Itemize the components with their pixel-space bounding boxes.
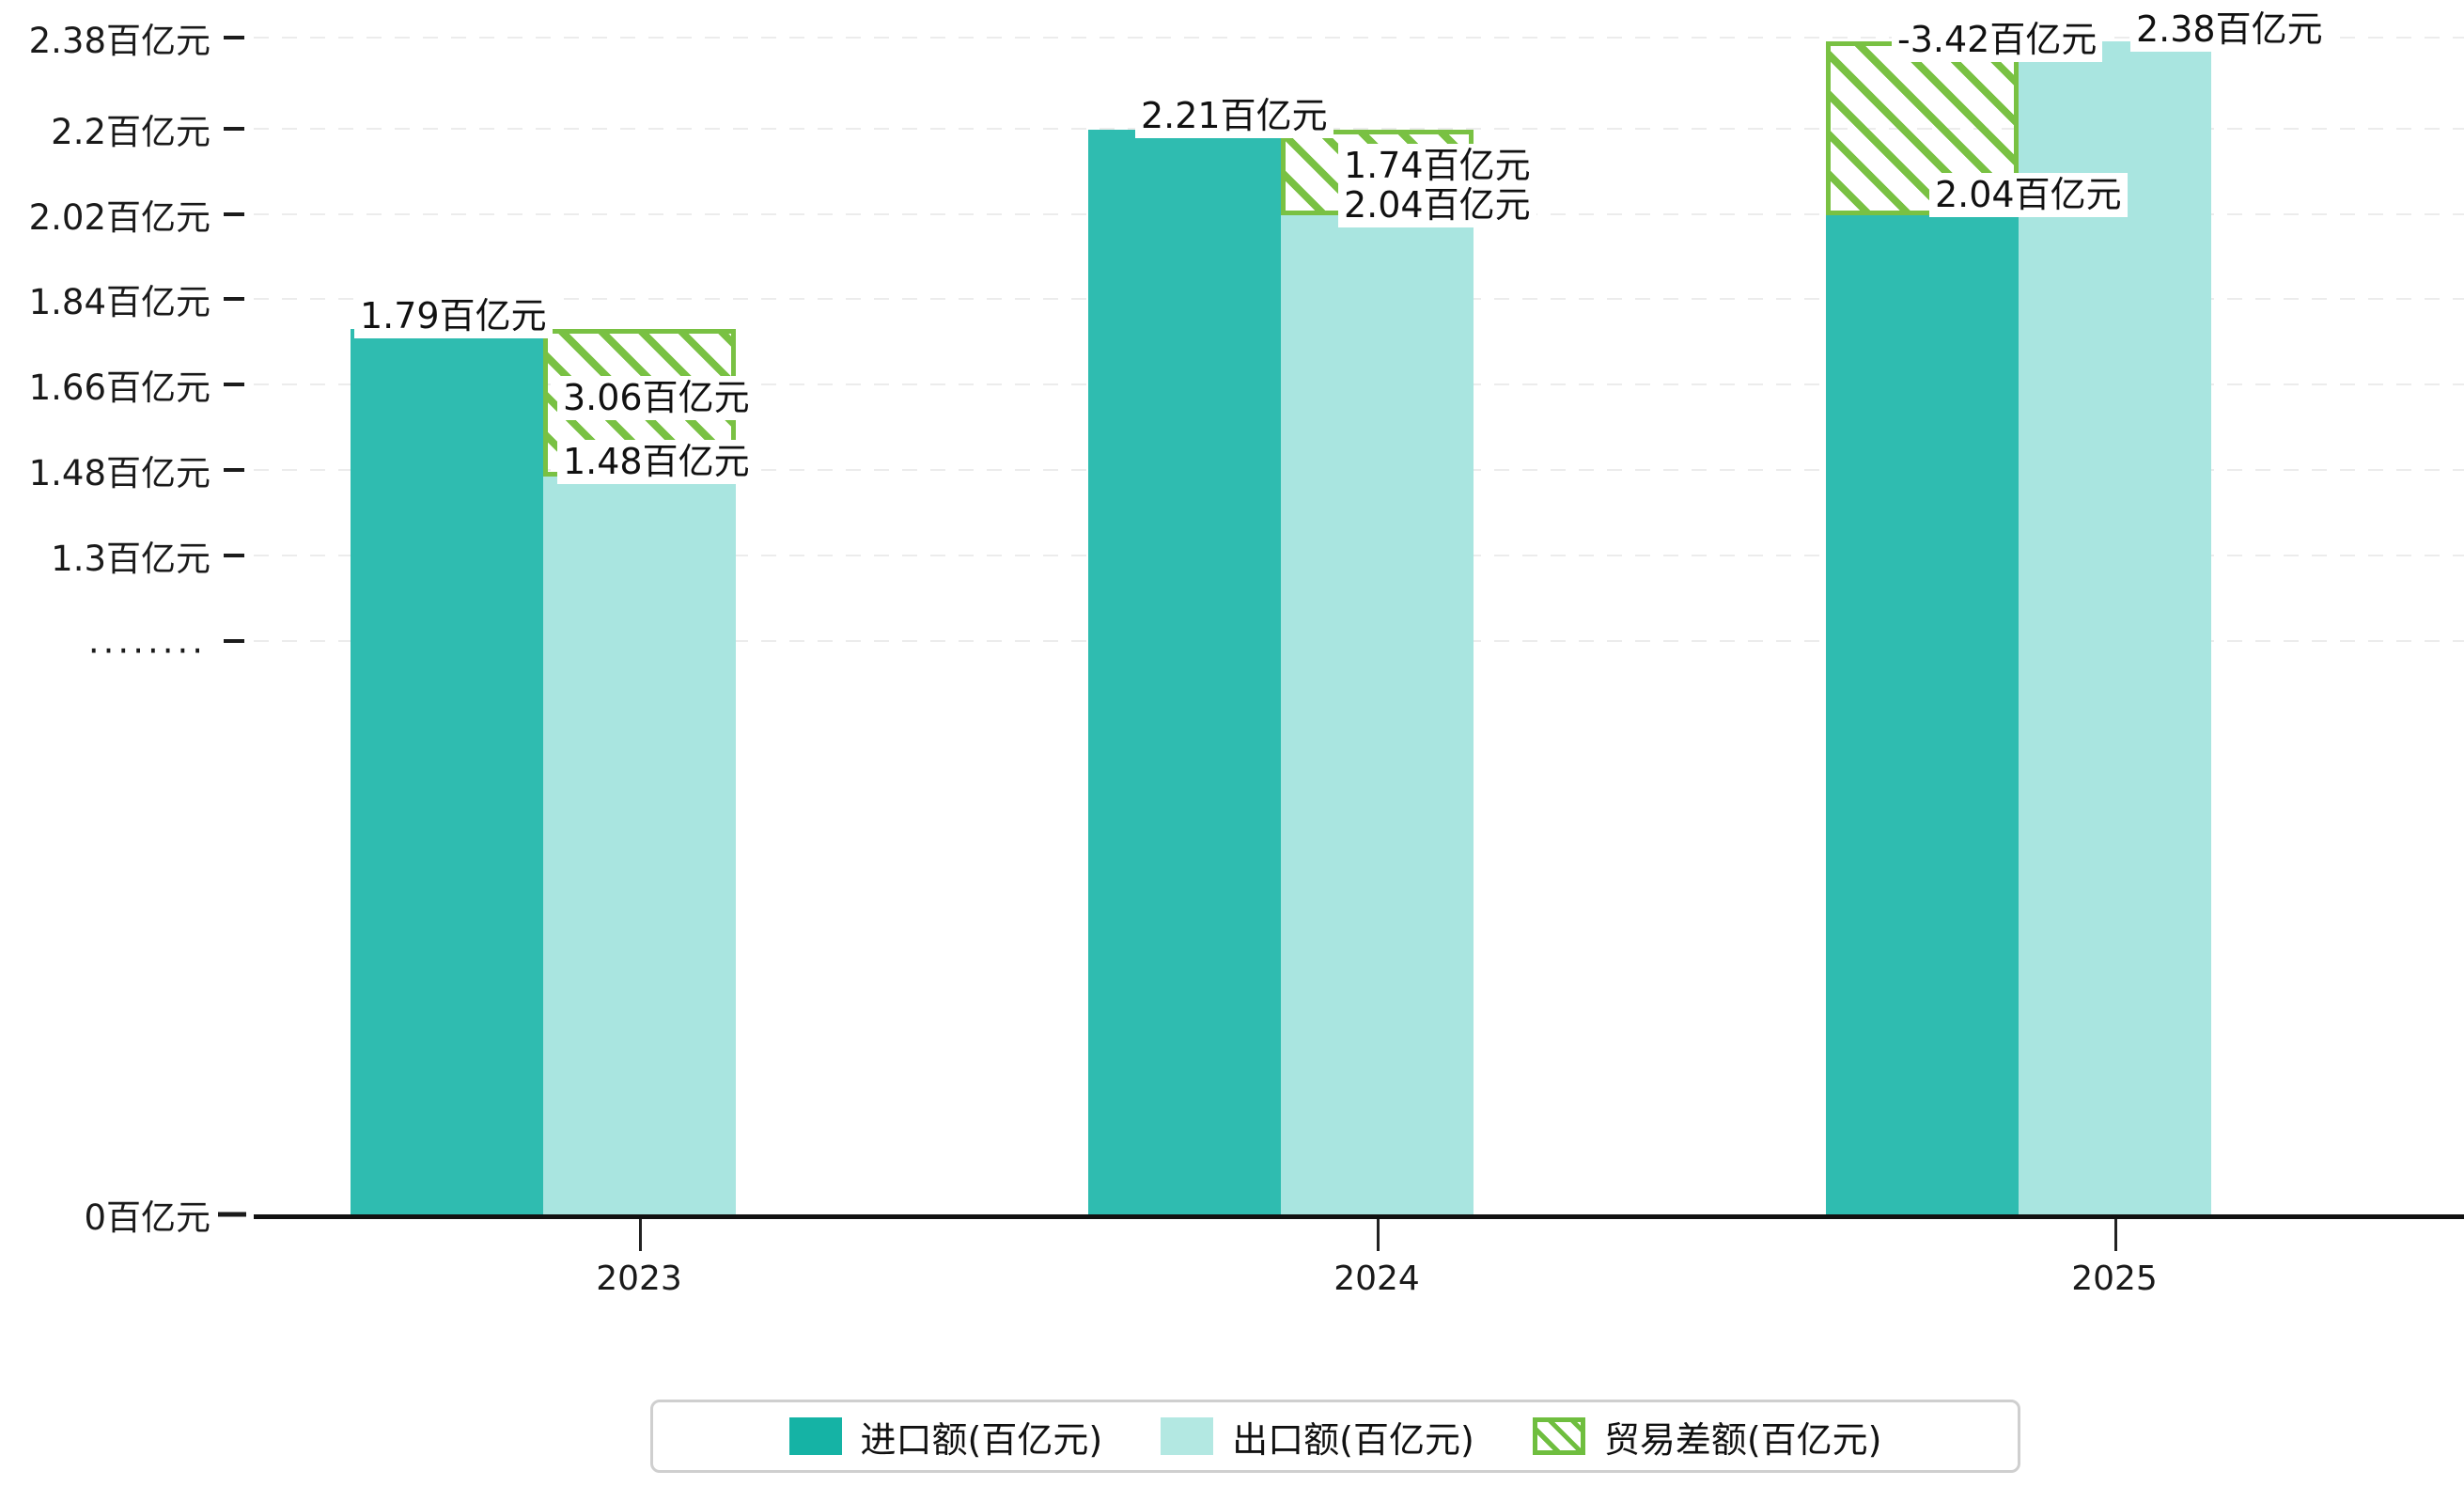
y-tick-label-238: 2.38百亿元 — [28, 21, 211, 61]
legend-item-diff[interactable]: 贸易差额(百亿元) — [1532, 1411, 1882, 1463]
y-tick-label-184: 1.84百亿元 — [28, 282, 211, 322]
legend-item-export[interactable]: 出口额(百亿元) — [1161, 1411, 1474, 1463]
x-tick-label-2025: 2025 — [2071, 1259, 2158, 1298]
value-label-diff-2024: 1.74百亿元 — [1338, 144, 1536, 188]
y-tick-label-166: 1.66百亿元 — [28, 368, 211, 408]
y-tickmark — [224, 127, 244, 131]
bar-import-2025[interactable] — [1826, 215, 2019, 1214]
value-label-export-2025: 2.38百亿元 — [2130, 8, 2329, 52]
legend-swatch-diff-icon — [1532, 1417, 1585, 1455]
legend-swatch-export-icon — [1161, 1417, 1214, 1455]
y-tickmark — [224, 36, 244, 39]
value-label-export-2024: 2.04百亿元 — [1338, 183, 1536, 227]
y-tickmark — [224, 297, 244, 301]
value-label-diff-2025: -3.42百亿元 — [1892, 18, 2103, 62]
x-axis-line — [254, 1214, 2464, 1219]
legend-label-export: 出口额(百亿元) — [1232, 1418, 1474, 1461]
value-label-import-2025: 2.04百亿元 — [1929, 173, 2128, 217]
y-tick-label-148: 1.48百亿元 — [28, 453, 211, 493]
gridline — [254, 37, 2464, 39]
x-tickmark — [1377, 1219, 1380, 1251]
y-tick-label-0: 0百亿元 — [84, 1197, 211, 1238]
y-axis: 2.38百亿元 2.2百亿元 2.02百亿元 1.84百亿元 1.66百亿元 1… — [0, 0, 252, 1238]
y-tickmark — [224, 383, 244, 386]
y-tickmark — [224, 554, 244, 557]
legend-item-import[interactable]: 进口额(百亿元) — [788, 1411, 1103, 1463]
value-label-import-2024: 2.21百亿元 — [1135, 94, 1333, 138]
legend-swatch-import-icon — [788, 1417, 842, 1455]
gridline — [254, 128, 2464, 130]
y-tickmark — [224, 212, 244, 216]
chart-legend: 进口额(百亿元) 出口额(百亿元) 贸易差额(百亿元) — [650, 1400, 2020, 1473]
y-tickmark — [224, 639, 244, 643]
y-tickmark-zero — [218, 1212, 246, 1217]
bar-import-2023[interactable] — [351, 329, 543, 1214]
y-axis-break-marker: ........ — [87, 620, 207, 662]
y-tickmark — [224, 468, 244, 472]
value-label-diff-2023: 3.06百亿元 — [557, 376, 756, 420]
legend-label-diff: 贸易差额(百亿元) — [1603, 1418, 1882, 1461]
x-tickmark — [2114, 1219, 2117, 1251]
y-tick-label-202: 2.02百亿元 — [28, 197, 211, 238]
bar-export-2024[interactable] — [1281, 215, 1474, 1214]
y-tick-label-22: 2.2百亿元 — [51, 112, 211, 152]
x-tickmark — [639, 1219, 642, 1251]
value-label-export-2023: 1.48百亿元 — [557, 440, 756, 484]
y-tick-label-13: 1.3百亿元 — [51, 539, 211, 579]
bar-import-2024[interactable] — [1088, 130, 1281, 1214]
legend-label-import: 进口额(百亿元) — [860, 1418, 1103, 1461]
x-tick-label-2024: 2024 — [1333, 1259, 1420, 1298]
bar-export-2023[interactable] — [543, 477, 736, 1214]
value-label-import-2023: 1.79百亿元 — [354, 294, 553, 338]
bar-export-2025[interactable] — [2019, 41, 2211, 1214]
x-tick-label-2023: 2023 — [596, 1259, 682, 1298]
